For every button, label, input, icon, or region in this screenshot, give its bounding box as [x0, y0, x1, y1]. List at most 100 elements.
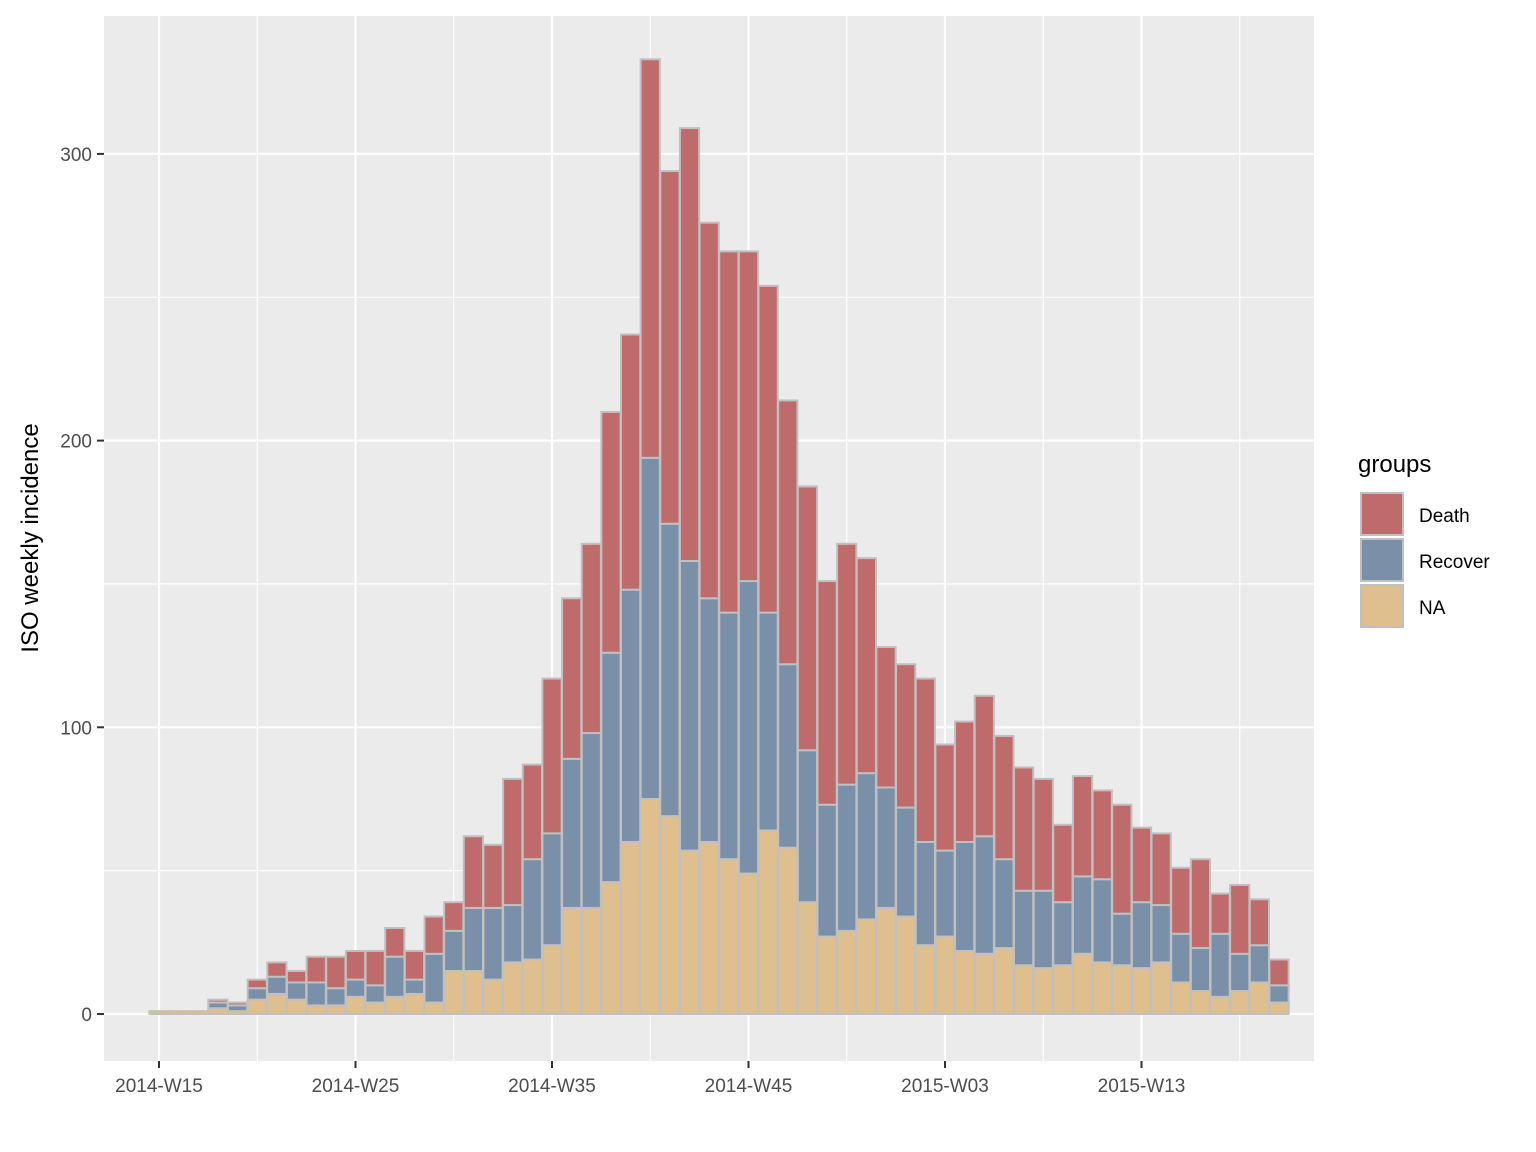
bar-segment-na: [364, 1001, 386, 1015]
bar-segment-recover: [698, 597, 720, 843]
y-tick-label: 0: [81, 1005, 92, 1026]
bar-segment-recover: [561, 757, 583, 909]
bar-segment-death: [227, 1001, 249, 1007]
bar-segment-recover: [600, 651, 622, 884]
bar-segment-recover: [1268, 984, 1290, 1004]
bar-segment-recover: [1013, 889, 1035, 967]
bar-segment-death: [325, 955, 347, 990]
y-axis-title: ISO weekly incidence: [17, 423, 44, 652]
bar-segment-recover: [1052, 901, 1074, 967]
bar-segment-death: [541, 677, 563, 835]
bar-segment-na: [1229, 990, 1251, 1016]
bar-segment-death: [1229, 883, 1251, 955]
bar-segment-death: [737, 250, 760, 583]
bar-segment-na: [285, 998, 308, 1015]
bar-segment-death: [934, 743, 956, 852]
bar-segment-death: [561, 597, 583, 760]
bar-segment-na: [1111, 964, 1133, 1015]
bar-segment-recover: [836, 783, 858, 932]
bar-segment-na: [1170, 981, 1192, 1016]
bar-segment-na: [600, 881, 622, 1015]
bar-segment-recover: [718, 611, 740, 861]
bar-segment-recover: [737, 580, 760, 875]
bar-segment-na: [678, 849, 701, 1015]
bar-segment-na: [187, 1010, 209, 1015]
bar-segment-recover: [678, 560, 701, 852]
x-axis: 2014-W15 2014-W25 2014-W35 2014-W45 2015-W03…: [115, 1061, 1185, 1097]
bar-segment-recover: [659, 522, 681, 818]
bar-segment-recover: [993, 858, 1015, 950]
bar-segment-recover: [344, 978, 367, 998]
bar-segment-na: [561, 906, 583, 1016]
bar-segment-na: [659, 815, 681, 1015]
legend-label-na: NA: [1419, 598, 1446, 619]
bar-segment-na: [620, 840, 642, 1015]
bar-segment-na: [954, 949, 976, 1016]
bar-segment-death: [246, 978, 268, 990]
bar-segment-recover: [305, 981, 327, 1007]
bar-segment-recover: [580, 732, 602, 909]
bar-segment-na: [344, 995, 367, 1015]
bar-segment-recover: [364, 984, 386, 1004]
bar-segment-recover: [502, 904, 524, 964]
bar-segment-death: [698, 221, 720, 600]
bar-segment-na: [973, 952, 995, 1016]
bar-segment-na: [462, 969, 484, 1015]
legend-label-recover: Recover: [1419, 552, 1490, 573]
x-tick-label: 2014-W45: [705, 1076, 793, 1097]
bar-segment-recover: [521, 858, 543, 961]
bar-segment-na: [855, 918, 877, 1015]
bar-segment-recover: [777, 663, 799, 849]
bar-segment-recover: [266, 975, 288, 995]
bar-segment-recover: [1032, 889, 1054, 970]
bar-segment-na: [875, 906, 897, 1016]
bar-segment-recover: [1091, 878, 1113, 964]
bar-segment-death: [1189, 858, 1212, 950]
bar-segment-recover: [462, 906, 484, 972]
bar-segment-na: [796, 901, 819, 1016]
bar-segment-na: [639, 797, 661, 1015]
bar-segment-na: [443, 969, 465, 1015]
bar-segment-death: [1209, 892, 1231, 935]
bar-segment-na: [1091, 961, 1113, 1015]
bar-segment-death: [1248, 898, 1271, 947]
bar-segment-recover: [934, 849, 956, 938]
bar-segment-na: [168, 1010, 190, 1015]
bar-segment-death: [1032, 777, 1054, 892]
legend-swatch-na: [1360, 584, 1404, 628]
bar-segment-recover: [325, 987, 347, 1007]
bar-segment-death: [1091, 789, 1113, 881]
y-tick-label: 300: [60, 145, 92, 166]
bar-segment-na: [816, 935, 838, 1015]
bar-segment-na: [423, 1001, 445, 1015]
bar-segment-death: [954, 720, 976, 843]
bar-segment-death: [678, 127, 701, 563]
bar-segment-na: [1013, 964, 1035, 1015]
bar-segment-recover: [757, 611, 779, 832]
bar-segment-recover: [403, 978, 426, 995]
bar-segment-recover: [973, 835, 995, 955]
bar-segment-recover: [1150, 904, 1172, 964]
bar-segment-death: [600, 410, 622, 654]
bar-segment-recover: [1111, 912, 1133, 967]
legend-label-death: Death: [1419, 506, 1470, 527]
bar-segment-na: [895, 915, 917, 1015]
bar-segment-na: [502, 961, 524, 1015]
bar-segment-na: [521, 958, 543, 1015]
bar-segment-death: [639, 58, 661, 459]
bar-segment-na: [541, 944, 563, 1016]
bar-segment-death: [521, 763, 543, 861]
bar-segment-death: [364, 949, 386, 987]
bar-segment-death: [855, 557, 877, 775]
bar-segment-death: [659, 170, 681, 525]
x-tick-label: 2014-W25: [312, 1076, 400, 1097]
bar-segment-na: [305, 1004, 327, 1015]
y-tick-label: 100: [60, 718, 92, 739]
bar-segment-na: [718, 858, 740, 1015]
bar-segment-death: [344, 949, 367, 981]
bar-segment-death: [718, 250, 740, 614]
bar-segment-death: [895, 663, 917, 809]
bar-segment-recover: [954, 840, 976, 952]
legend-title: groups: [1358, 451, 1431, 478]
bar-segment-recover: [1229, 952, 1251, 993]
